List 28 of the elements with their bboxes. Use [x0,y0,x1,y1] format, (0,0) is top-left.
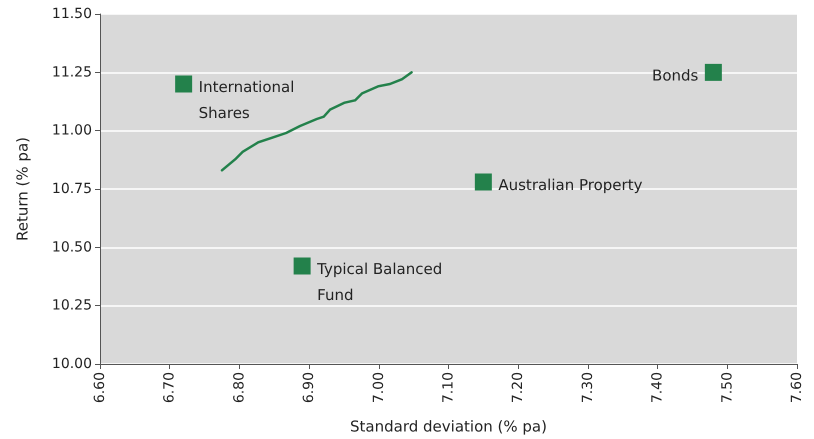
x-tick-label: 7.00 [370,372,387,404]
x-tick-label: 6.80 [231,372,248,404]
x-tick-label: 7.20 [510,372,526,404]
y-tick-label: 11.25 [52,64,92,80]
annotation: International Shares [198,78,294,122]
annotation: Bonds [652,66,699,84]
y-tick-label: 10.25 [52,298,92,314]
x-tick-label: 6.90 [301,372,318,404]
x-axis-title: Standard deviation (% pa) [350,418,547,436]
x-tick-label: 7.50 [719,372,736,404]
point [294,258,311,274]
y-tick-label: 11.50 [52,6,92,22]
x-tick-label: 7.40 [650,372,666,404]
point [175,76,192,92]
y-tick-label: 10.50 [52,239,92,256]
x-tick-label: 6.60 [92,372,108,404]
y-tick-label: 11.00 [52,122,92,139]
y-axis-title: Return (% pa) [14,137,32,241]
point [474,174,492,190]
point [704,64,722,81]
x-tick-label: 7.30 [580,372,596,404]
y-tick-label: 10.75 [52,181,92,197]
x-tick-label: 7.60 [789,372,805,404]
annotation: Australian Property [498,176,643,194]
annotation: Typical Balanced Fund [316,260,442,304]
x-tick-label: 7.10 [440,372,456,404]
y-tick-label: 10.00 [52,356,92,372]
x-tick-label: 6.70 [162,372,178,404]
